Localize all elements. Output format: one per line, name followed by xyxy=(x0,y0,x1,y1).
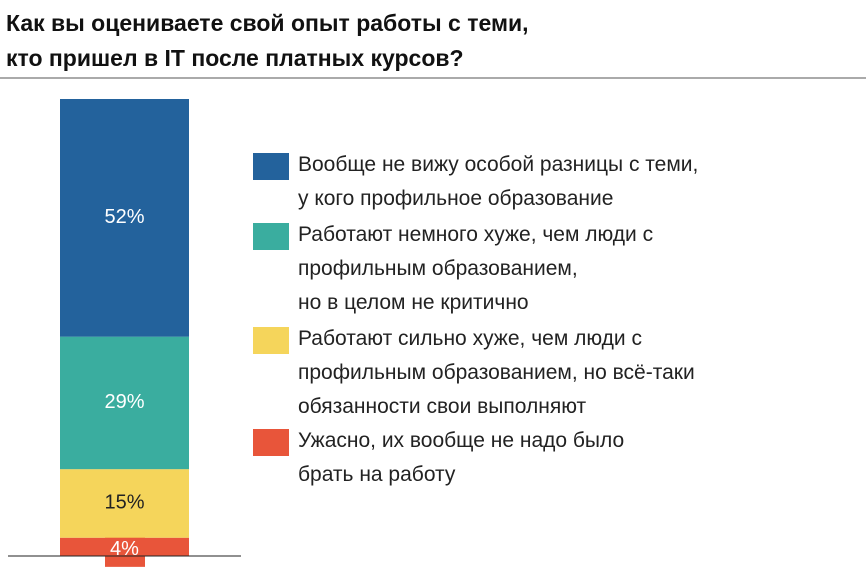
legend-swatch xyxy=(253,429,289,456)
legend-swatch xyxy=(253,327,289,354)
label-background xyxy=(105,533,145,567)
value-label: 52% xyxy=(104,206,144,228)
bar-segment xyxy=(60,469,189,538)
legend-label: Работают сильно хуже, чем люди с профиль… xyxy=(298,327,695,418)
bar-segment xyxy=(60,99,189,337)
value-label: 29% xyxy=(104,391,144,413)
chart-title: Как вы оцениваете свой опыт работы с тем… xyxy=(6,10,529,71)
bar-segment xyxy=(60,336,189,470)
legend-label: Ужасно, их вообще не надо было брать на … xyxy=(298,429,625,486)
legend-swatch xyxy=(253,223,289,250)
value-label: 4% xyxy=(110,538,139,560)
legend-label: Вообще не вижу особой разницы с теми, у … xyxy=(298,153,699,210)
value-label: 15% xyxy=(104,492,144,514)
legend-swatch xyxy=(253,153,289,180)
legend-label: Работают немного хуже, чем люди с профил… xyxy=(298,223,654,314)
